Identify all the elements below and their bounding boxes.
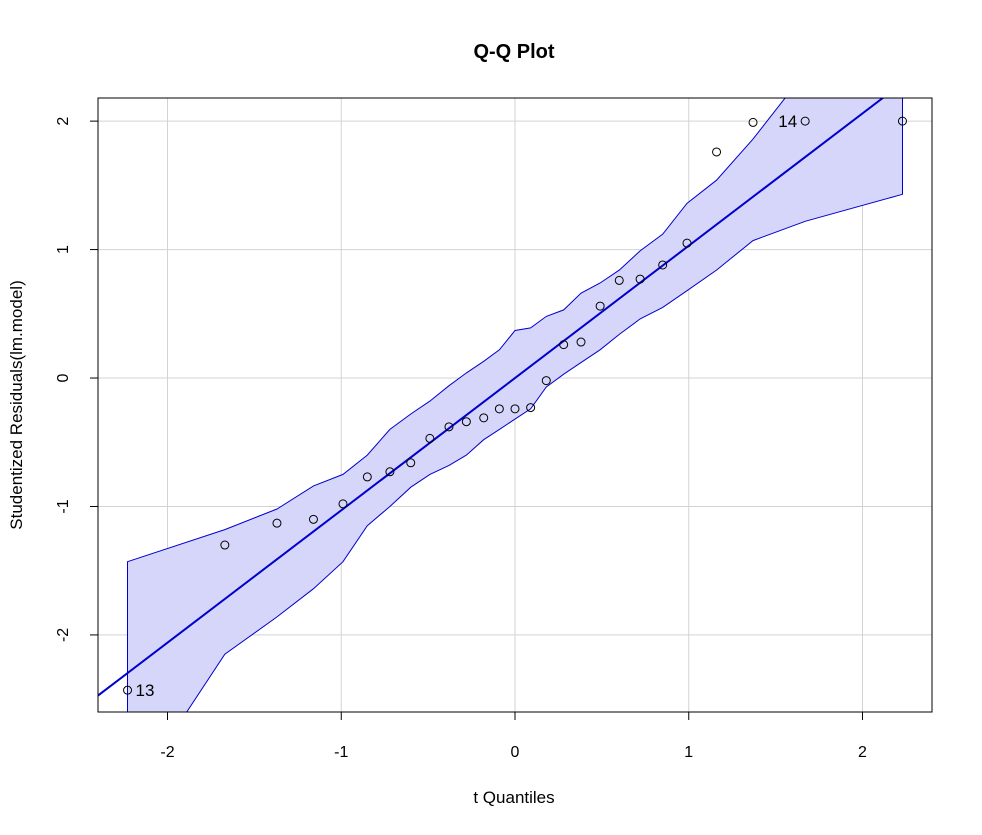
y-tick-label-2: 0	[55, 373, 72, 382]
data-point-22	[682, 238, 692, 248]
data-point-8	[425, 433, 435, 443]
y-tick-label-4: 2	[55, 117, 72, 126]
data-point-19	[614, 275, 624, 285]
data-point-15	[541, 376, 551, 386]
data-point-17	[576, 337, 586, 347]
y-axis-label: Studentized Residuals(lm.model)	[7, 280, 26, 529]
data-point-3	[308, 514, 318, 524]
data-point-2	[272, 518, 282, 528]
data-point-20	[635, 274, 645, 284]
data-point-26	[897, 116, 907, 126]
x-tick-label-4: 2	[858, 744, 867, 761]
reference-line-group	[98, 98, 885, 697]
data-point-24	[748, 117, 758, 127]
data-point-4	[338, 499, 348, 509]
data-point-13	[510, 404, 520, 414]
point-label-13: 13	[136, 681, 155, 700]
y-tick-label-0: -2	[55, 628, 72, 642]
data-point-12	[494, 404, 504, 414]
data-point-11	[479, 413, 489, 423]
x-tick-label-2: 0	[511, 744, 520, 761]
data-points: 13 14	[123, 112, 907, 700]
data-point-6	[385, 467, 395, 477]
chart-title: Q-Q Plot	[473, 41, 554, 63]
data-point-9	[444, 422, 454, 432]
data-point-10	[461, 417, 471, 427]
data-point-18	[595, 301, 605, 311]
data-point-23	[712, 147, 722, 157]
point-label-14: 14	[778, 112, 797, 131]
y-tick-label-1: -1	[55, 499, 72, 513]
data-point-7	[406, 458, 416, 468]
x-axis-label: t Quantiles	[473, 788, 554, 807]
data-point-25	[800, 116, 810, 126]
data-point-5	[362, 472, 372, 482]
data-point-21	[658, 260, 668, 270]
data-point-16	[559, 340, 569, 350]
reference-line	[98, 98, 885, 697]
data-point-1	[220, 540, 230, 550]
x-tick-label-1: -1	[334, 744, 348, 761]
plot-frame	[97, 97, 933, 713]
data-point-0	[123, 685, 133, 695]
x-tick-label-0: -2	[160, 744, 174, 761]
x-tick-label-3: 1	[684, 744, 693, 761]
y-tick-label-3: 1	[55, 245, 72, 254]
data-point-14	[526, 403, 536, 413]
